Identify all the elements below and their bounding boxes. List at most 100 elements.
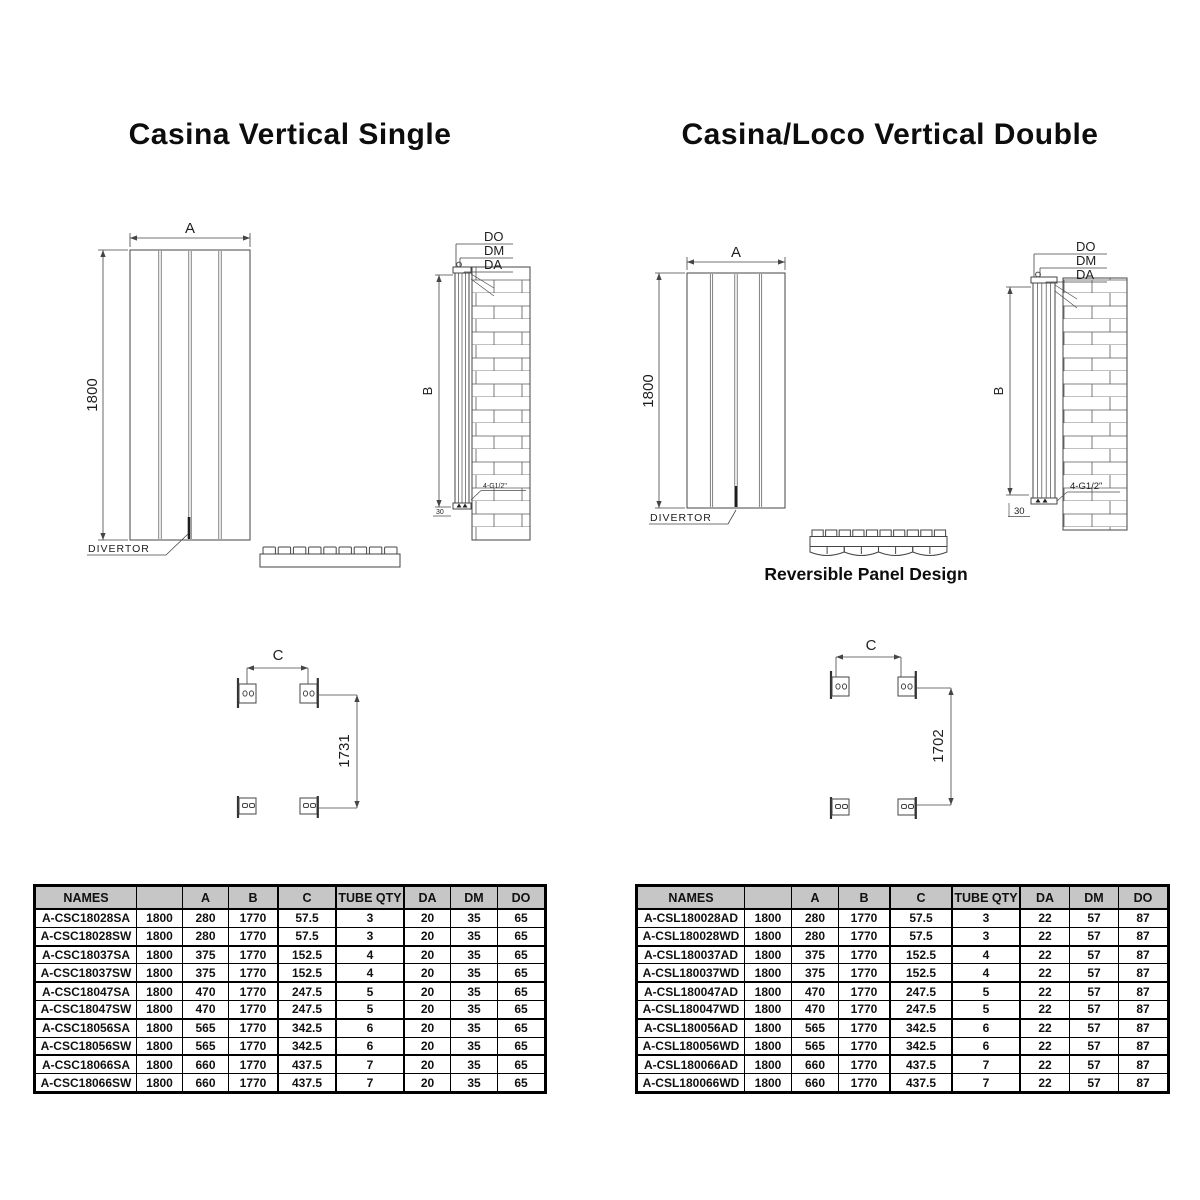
table-cell: 342.5 (889, 1018, 953, 1038)
table-cell: 22 (1019, 1073, 1070, 1094)
valve-detail (1035, 271, 1041, 278)
table-cell: 1770 (838, 945, 891, 965)
table-cell: A-CSC18056SW (34, 1036, 137, 1057)
table-cell: 375 (791, 963, 839, 984)
table-cell: A-CSL180056AD (636, 1018, 745, 1038)
table-cell: A-CSL180066WD (636, 1073, 745, 1094)
table-cell: 7 (335, 1054, 405, 1075)
table-cell: 342.5 (277, 1036, 337, 1057)
table-cell: 1800 (136, 908, 183, 928)
bracket-bottom-left (236, 796, 257, 818)
table-cell: 35 (450, 1018, 498, 1038)
page-title-single: Casina Vertical Single (128, 118, 452, 151)
table-cell: 65 (497, 999, 546, 1020)
table-cell: 1770 (228, 908, 279, 928)
column-header: B (228, 885, 279, 910)
table-cell: 35 (450, 1073, 498, 1094)
table-cell: 35 (450, 1054, 498, 1075)
table-cell: A-CSL180056WD (636, 1036, 745, 1057)
dim-label-A: A (185, 220, 195, 237)
table-cell: A-CSC18056SA (34, 1018, 137, 1038)
table-cell: 1800 (136, 945, 183, 965)
table-cell: 57 (1069, 926, 1119, 947)
front-view-single: A 1800 DIVERTOR (84, 220, 251, 556)
dim-label-DA: DA (484, 257, 502, 272)
side-view-single: DO DM DA B 4-G1/2" 30 (420, 229, 531, 541)
table-cell: 35 (450, 1036, 498, 1057)
table-cell: 5 (951, 981, 1021, 1001)
table-row: A-CSL180056AD 1800 565 1770 342.5 6 22 57 87 (636, 1018, 1169, 1038)
table-row: A-CSC18056SW 1800 565 1770 342.5 6 20 35 65 (34, 1036, 546, 1057)
bracket-bottom-right (299, 796, 319, 818)
page-title-double: Casina/Loco Vertical Double (681, 118, 1099, 151)
valve-detail (456, 261, 462, 268)
single-spec-table: NAMES A B C TUBE QTY DA DM DO A-CSC18028SA 1800 28… (33, 884, 547, 1094)
column-header (744, 885, 792, 910)
table-cell: 20 (403, 1054, 451, 1075)
table-cell: 1800 (744, 1073, 792, 1094)
column-header: DA (403, 885, 451, 910)
table-cell: 87 (1118, 908, 1169, 928)
table-cell: 470 (182, 999, 229, 1020)
table-cell: 57 (1069, 981, 1119, 1001)
table-cell: 5 (335, 999, 405, 1020)
table-cell: 22 (1019, 1018, 1070, 1038)
table-row: A-CSC18037SW 1800 375 1770 152.5 4 20 35 65 (34, 963, 546, 984)
table-cell: 5 (951, 999, 1021, 1020)
table-row: A-CSC18056SA 1800 565 1770 342.5 6 20 35 65 (34, 1018, 546, 1038)
table-cell: 1800 (744, 981, 792, 1001)
table-cell: 65 (497, 1073, 546, 1094)
table-cell: 1800 (744, 999, 792, 1020)
table-cell: 280 (182, 908, 229, 928)
divertor-label: DIVERTOR (88, 543, 150, 555)
table-cell: 470 (791, 981, 839, 1001)
table-cell: 342.5 (277, 1018, 337, 1038)
table-cell: 565 (791, 1036, 839, 1057)
table-cell: 87 (1118, 1054, 1169, 1075)
column-header: B (838, 885, 891, 910)
table-cell: 247.5 (277, 981, 337, 1001)
table-cell: 437.5 (277, 1054, 337, 1075)
table-cell: 57 (1069, 1036, 1119, 1057)
dim-label-1800: 1800 (640, 374, 657, 407)
table-cell: 1800 (744, 963, 792, 984)
table-cell: 6 (335, 1036, 405, 1057)
table-cell: 57 (1069, 963, 1119, 984)
table-cell: 247.5 (277, 999, 337, 1020)
wall-section (471, 266, 531, 541)
table-row: A-CSL180028AD 1800 280 1770 57.5 3 22 57 87 (636, 908, 1169, 928)
table-cell: 1770 (838, 999, 891, 1020)
table-cell: 57.5 (277, 908, 337, 928)
table-cell: A-CSC18047SA (34, 981, 137, 1001)
table-cell: 87 (1118, 999, 1169, 1020)
table-cell: 437.5 (277, 1073, 337, 1094)
table-cell: 3 (951, 908, 1021, 928)
table-cell: 35 (450, 981, 498, 1001)
table-cell: 1770 (228, 926, 279, 947)
table-cell: 65 (497, 981, 546, 1001)
table-cell: 1800 (136, 1036, 183, 1057)
table-cell: 5 (335, 981, 405, 1001)
side-view-double: DO DM DA B 4-G1/2" 30 (991, 239, 1128, 531)
table-cell: 20 (403, 908, 451, 928)
table-cell: 1770 (228, 981, 279, 1001)
table-row: A-CSL180047WD 1800 470 1770 247.5 5 22 57 87 (636, 999, 1169, 1020)
table-cell: 1800 (136, 981, 183, 1001)
table-cell: 20 (403, 963, 451, 984)
table-cell: A-CSC18037SA (34, 945, 137, 965)
table-cell: 660 (182, 1054, 229, 1075)
table-cell: A-CSL180028AD (636, 908, 745, 928)
table-cell: 22 (1019, 981, 1070, 1001)
table-cell: 375 (182, 945, 229, 965)
dim-label-DM: DM (1076, 253, 1096, 268)
table-cell: 1770 (838, 1054, 891, 1075)
table-row: A-CSL180066WD 1800 660 1770 437.5 7 22 57 87 (636, 1073, 1169, 1094)
column-header: DM (450, 885, 498, 910)
table-row: A-CSL180028WD 1800 280 1770 57.5 3 22 57 87 (636, 926, 1169, 947)
table-cell: 65 (497, 926, 546, 947)
offset-label: 30 (436, 509, 444, 516)
table-cell: 247.5 (889, 999, 953, 1020)
column-header: A (791, 885, 839, 910)
table-cell: 437.5 (889, 1073, 953, 1094)
table-cell: 470 (791, 999, 839, 1020)
